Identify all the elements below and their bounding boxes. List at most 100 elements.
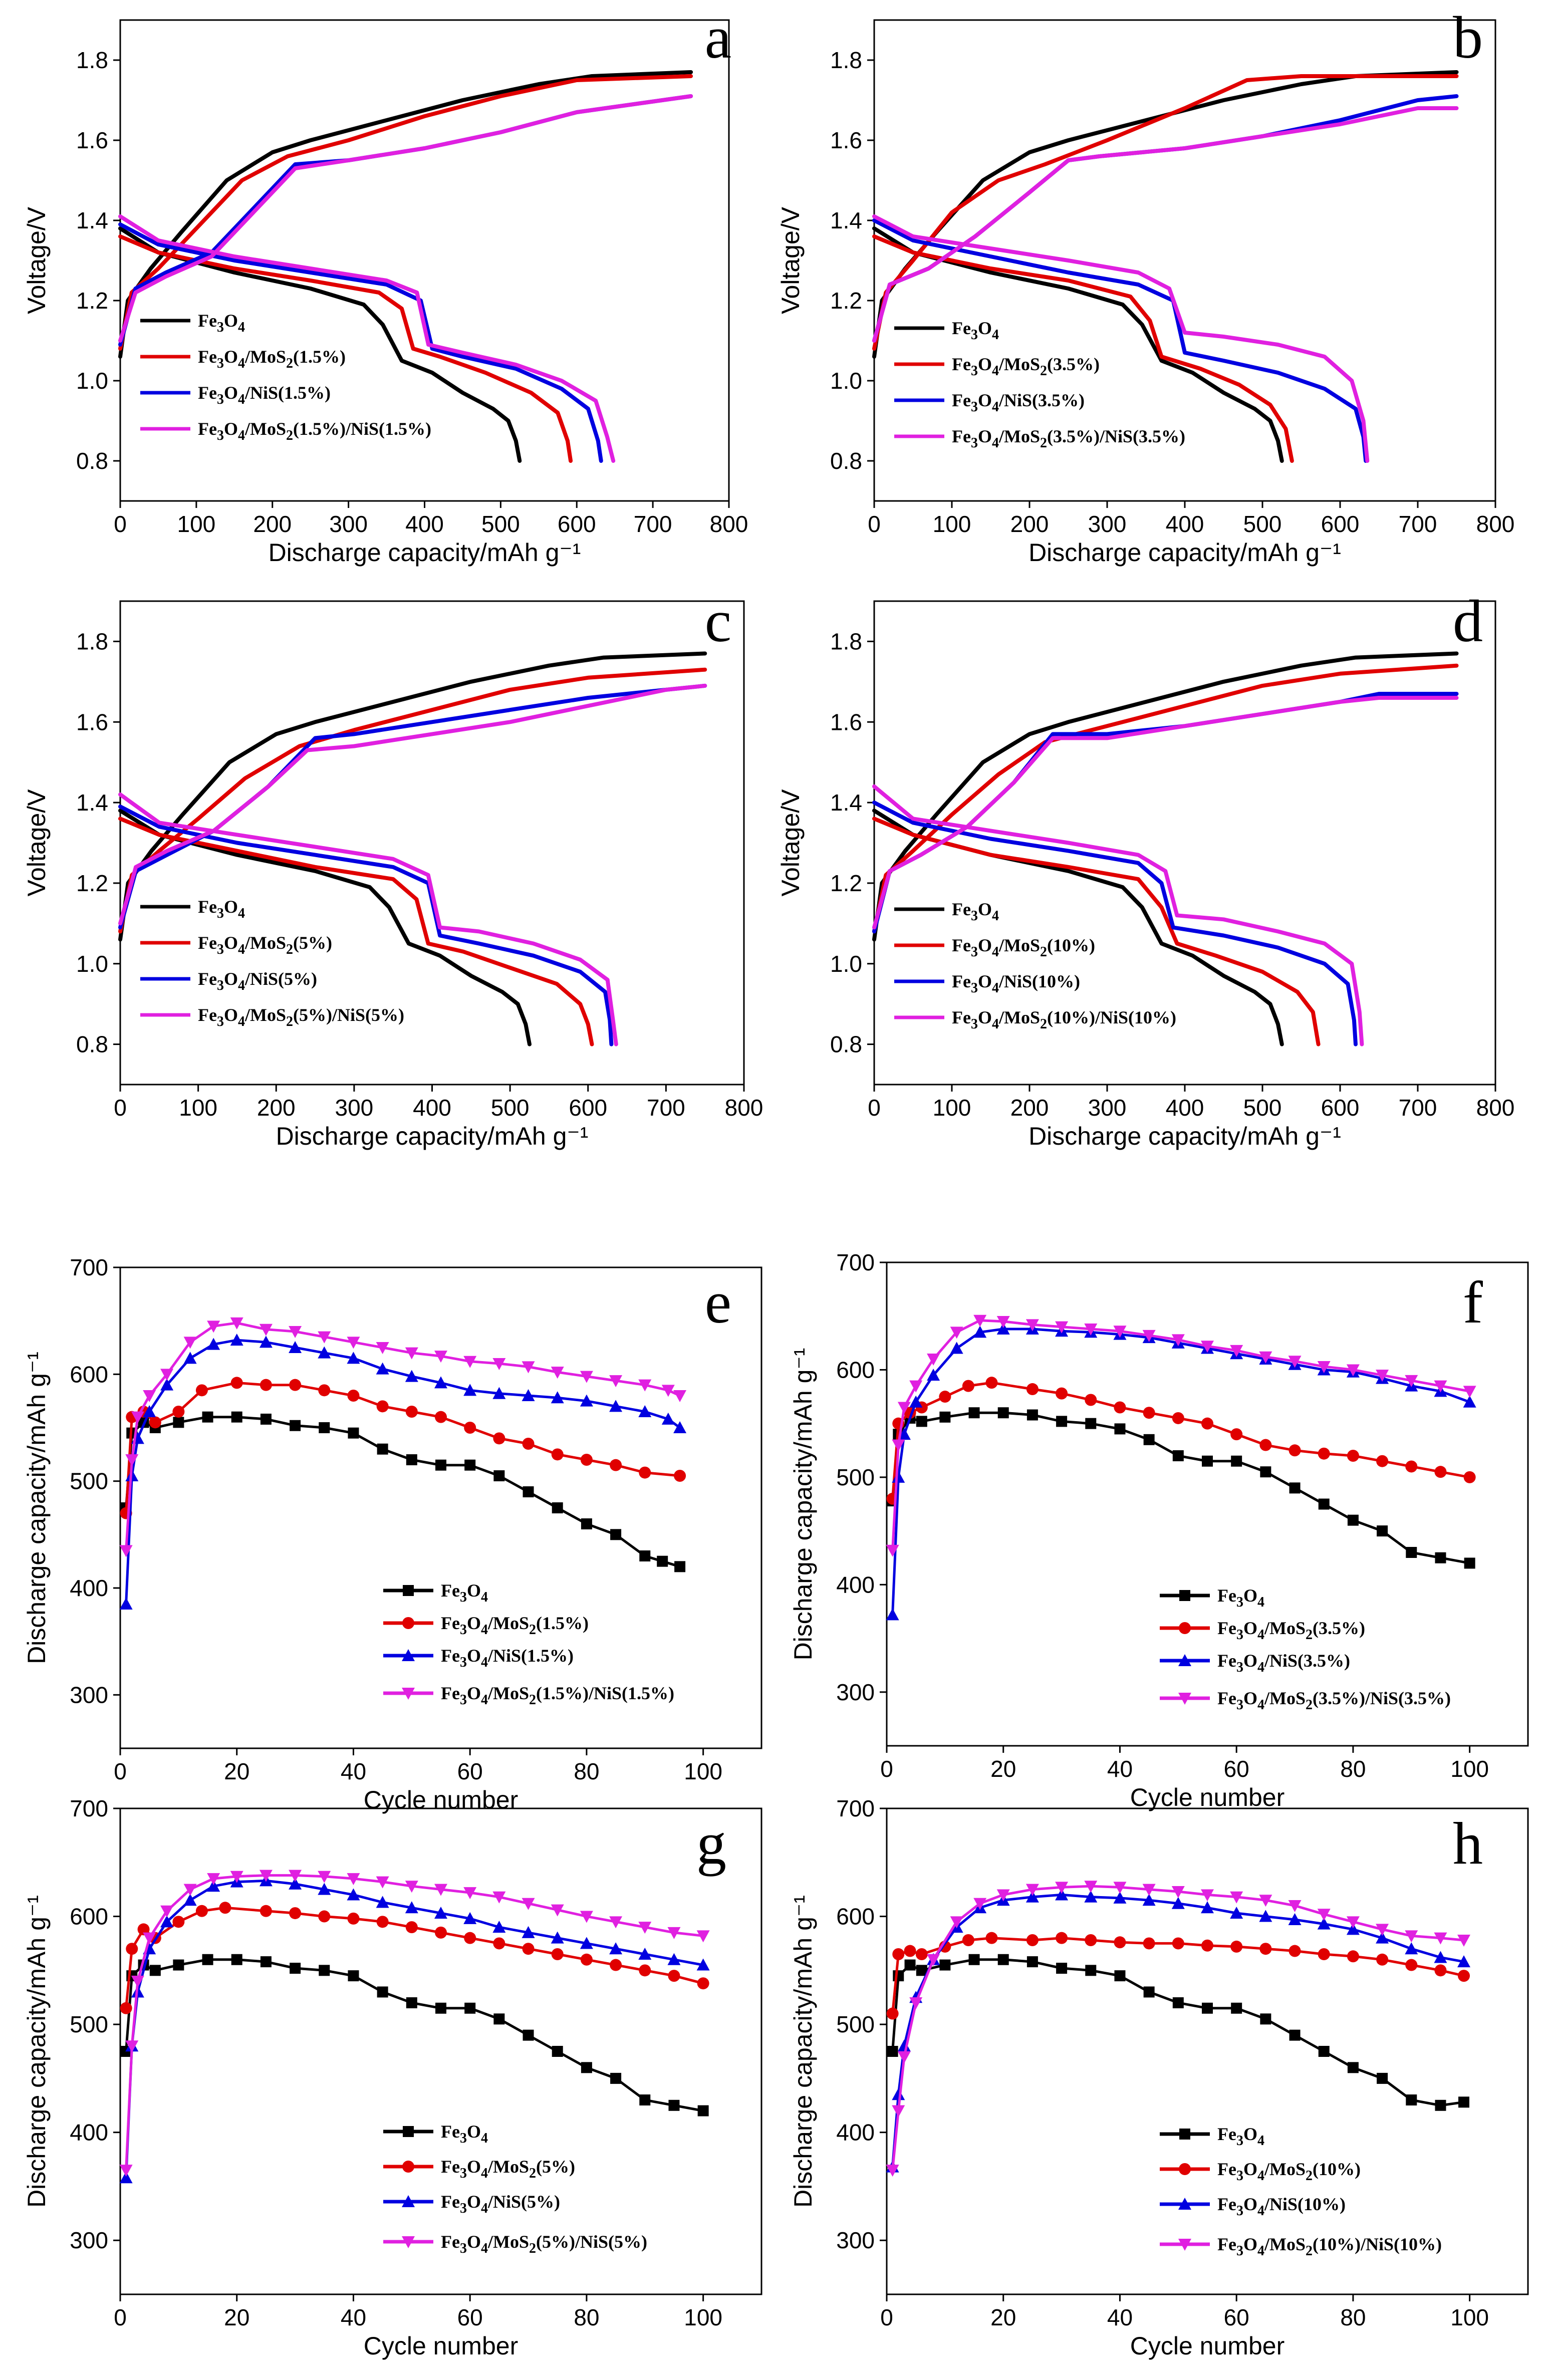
legend-label: Fe3O4/MoS2(5%) <box>441 2157 575 2181</box>
x-tick-label: 500 <box>481 511 520 537</box>
data-point <box>610 2072 622 2084</box>
x-tick-label: 100 <box>684 2304 722 2330</box>
data-point <box>580 1911 593 1923</box>
x-tick-label: 40 <box>1107 2304 1133 2330</box>
data-point <box>347 1912 360 1925</box>
legend-item: Fe3O4/NiS(5%) <box>140 969 317 993</box>
data-point <box>985 1932 998 1944</box>
discharge-curve <box>118 234 573 463</box>
charge-curve <box>872 94 1459 343</box>
data-point <box>434 1884 447 1896</box>
x-axis-label: Discharge capacity/mAh g⁻¹ <box>276 1122 589 1150</box>
data-point <box>1231 2002 1242 2014</box>
data-point <box>892 2088 905 2100</box>
x-tick-label: 700 <box>647 1095 685 1121</box>
series-fe3o4-mos2-10-nis-10 <box>872 696 1459 1046</box>
x-tick-label: 20 <box>990 2304 1016 2330</box>
x-tick-label: 200 <box>1010 1095 1049 1121</box>
legend-item: Fe3O4/MoS2(3.5%)/NiS(3.5%) <box>1160 1688 1451 1713</box>
x-axis-label: Discharge capacity/mAh g⁻¹ <box>1028 1122 1341 1150</box>
data-point <box>916 1416 927 1427</box>
y-tick-label: 700 <box>836 1249 875 1275</box>
legend-marker <box>402 2161 414 2173</box>
data-point <box>172 1916 185 1928</box>
legend-label: Fe3O4/NiS(1.5%) <box>441 1646 574 1670</box>
data-point <box>1230 1940 1243 1953</box>
y-tick-label: 500 <box>836 2011 875 2037</box>
legend-label: Fe3O4/MoS2(1.5%)/NiS(1.5%) <box>198 419 431 443</box>
data-point <box>1260 1466 1271 1478</box>
y-tick-label: 1.0 <box>830 368 862 394</box>
data-point <box>904 1945 916 1957</box>
data-point <box>580 1394 593 1407</box>
data-point <box>1346 1364 1360 1377</box>
data-point <box>968 1954 980 1965</box>
x-tick-label: 500 <box>1243 511 1282 537</box>
x-tick-label: 200 <box>257 1095 296 1121</box>
x-tick-label: 700 <box>1399 511 1437 537</box>
data-point <box>610 1459 622 1471</box>
data-point <box>551 1367 564 1379</box>
legend-label: Fe3O4/MoS2(3.5%)/NiS(3.5%) <box>952 426 1185 451</box>
series-line <box>891 1411 1470 1564</box>
charge-curve <box>872 696 1459 930</box>
legend-marker <box>402 1688 415 1700</box>
data-point <box>1346 1916 1360 1929</box>
x-axis-label: Discharge capacity/mAh g⁻¹ <box>1028 539 1341 567</box>
legend-label: Fe3O4 <box>198 897 245 921</box>
panel-letter: d <box>1453 588 1483 654</box>
data-point <box>406 1997 417 2008</box>
legend-item: Fe3O4/MoS2(1.5%) <box>140 347 346 371</box>
legend-item: Fe3O4 <box>383 1580 488 1605</box>
data-point <box>909 1380 923 1393</box>
data-point <box>939 1391 951 1403</box>
data-point <box>160 1905 174 1918</box>
data-point <box>289 1326 302 1338</box>
data-point <box>464 1932 476 1944</box>
data-point <box>638 1948 652 1960</box>
y-tick-label: 0.8 <box>830 448 862 474</box>
data-point <box>173 1417 184 1428</box>
data-point <box>1172 1997 1184 2008</box>
data-point <box>973 1326 987 1338</box>
legend-marker <box>1178 2239 1191 2251</box>
y-tick-label: 1.2 <box>76 288 108 314</box>
data-point <box>318 1871 331 1883</box>
data-point <box>464 1422 476 1434</box>
x-tick-label: 0 <box>114 1095 127 1121</box>
data-point <box>1376 1924 1389 1936</box>
data-point <box>259 1336 273 1348</box>
charge-curve <box>872 651 1459 942</box>
data-point <box>1435 2099 1446 2111</box>
data-point <box>997 1954 1009 1965</box>
data-point <box>131 1975 144 1988</box>
data-point <box>1434 1380 1447 1393</box>
data-point <box>927 1369 940 1381</box>
x-tick-label: 80 <box>1340 2304 1366 2330</box>
data-point <box>1025 1890 1039 1903</box>
panel-letter: c <box>705 588 731 654</box>
series-fe3o4-mos2-5-nis-5 <box>119 1870 710 2177</box>
x-tick-label: 800 <box>1476 1095 1515 1121</box>
discharge-curve <box>118 214 616 463</box>
data-point <box>195 1384 208 1397</box>
y-tick-label: 1.0 <box>830 951 862 977</box>
data-point <box>1113 1326 1127 1338</box>
data-point <box>1084 1881 1098 1893</box>
legend-label: Fe3O4/NiS(3.5%) <box>952 390 1085 415</box>
data-point <box>522 1389 535 1401</box>
data-point <box>1405 1959 1418 1971</box>
x-tick-label: 0 <box>868 1095 881 1121</box>
data-point <box>1084 1890 1098 1903</box>
data-point <box>1434 1964 1447 1977</box>
data-point <box>347 1888 360 1901</box>
legend-label: Fe3O4 <box>198 311 245 335</box>
data-point <box>1201 1901 1214 1914</box>
discharge-curve <box>872 801 1358 1046</box>
series-line <box>891 1893 1464 2167</box>
data-point <box>551 1931 564 1944</box>
y-tick-label: 1.2 <box>76 870 108 896</box>
data-point <box>909 1395 923 1408</box>
data-point <box>1318 1447 1330 1460</box>
legend-item: Fe3O4/MoS2(1.5%) <box>383 1613 589 1638</box>
